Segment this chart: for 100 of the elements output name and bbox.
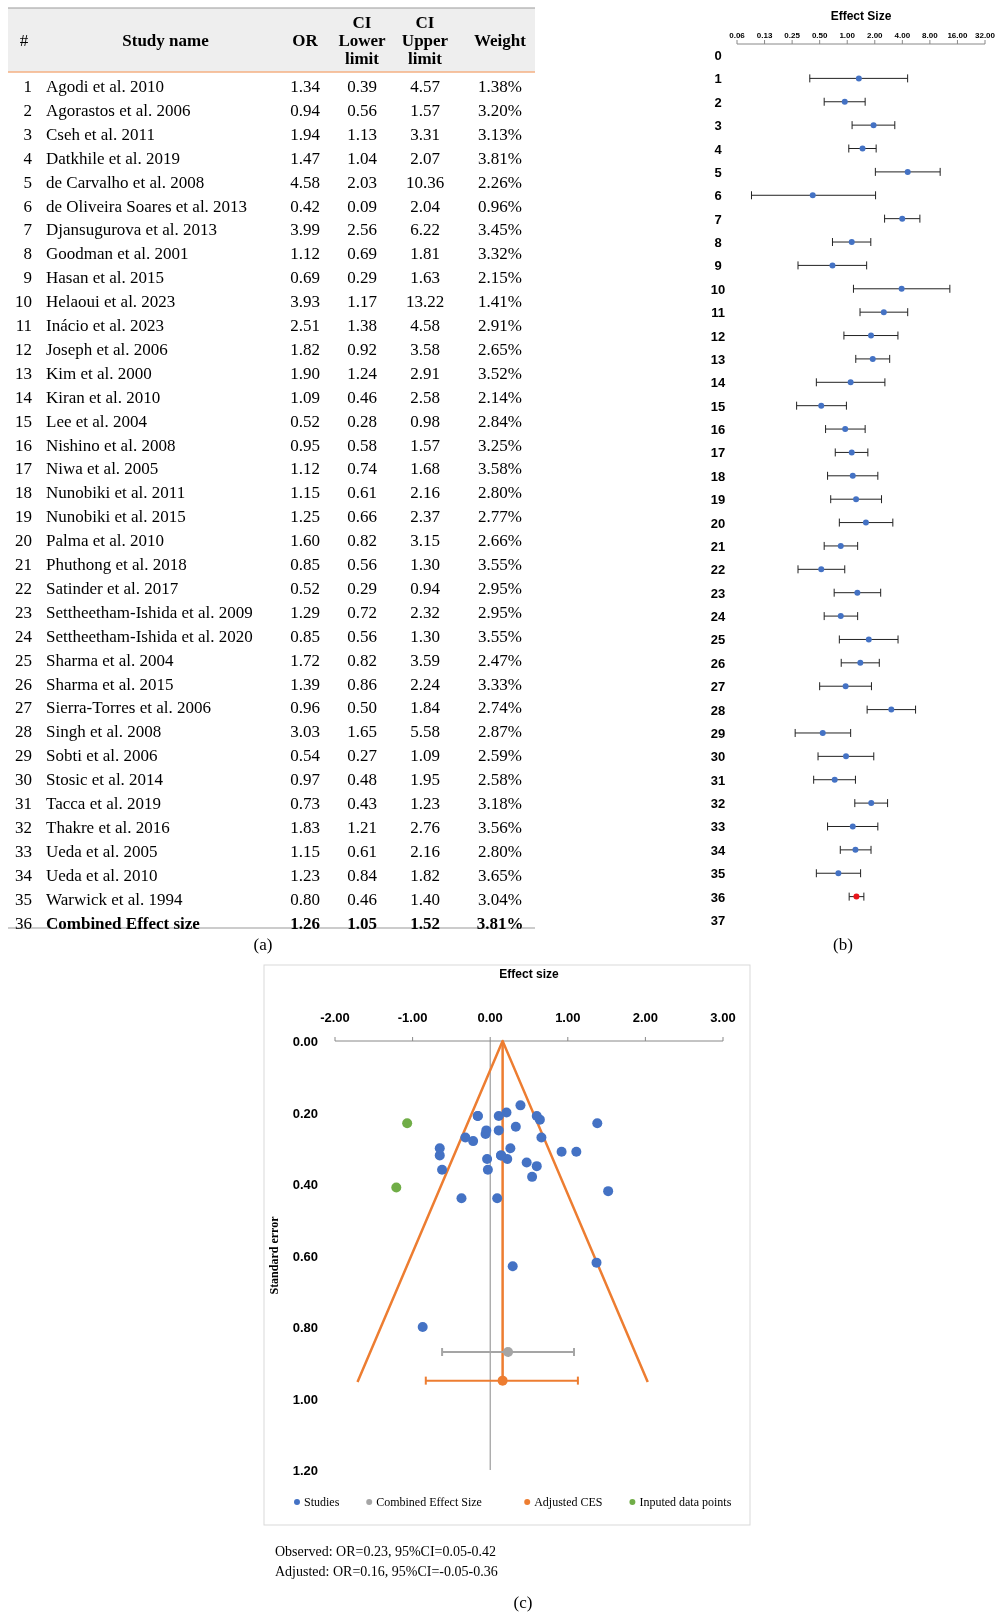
data-label: 0.96% <box>478 196 522 216</box>
x-tick-label: 8.00 <box>922 31 939 40</box>
data-label: 1.90 <box>290 363 320 383</box>
y-tick-label: 5 <box>714 164 722 180</box>
data-label: 1.05 <box>347 913 377 933</box>
data-label: 2.47% <box>478 650 522 670</box>
category-label: Settheetham-Ishida et al. 2020 <box>46 626 253 646</box>
legend-label: Inputed data points <box>639 1495 732 1509</box>
data-label: 0.69 <box>347 244 377 264</box>
data-label: 2 <box>23 100 32 120</box>
legend-label: Combined Effect Size <box>376 1495 482 1509</box>
category-label: Thakre et al. 2016 <box>46 817 170 837</box>
y-tick-label: 0 <box>714 48 722 63</box>
data-label: 2.84% <box>478 411 522 431</box>
text: (b) <box>833 935 853 954</box>
text: OR <box>292 31 319 50</box>
data-label: 2.80% <box>478 841 522 861</box>
data-label: 32 <box>15 817 32 837</box>
data-label: 1.23 <box>290 865 320 885</box>
data-label: 1.81 <box>410 244 440 264</box>
y-tick-label: 33 <box>710 819 726 835</box>
data-label: 0.46 <box>347 387 377 407</box>
data-label: 1.09 <box>290 387 320 407</box>
data-label: 2.37 <box>410 507 441 527</box>
data-label: 25 <box>15 650 32 670</box>
data-label: 3.04% <box>478 889 522 909</box>
category-label: Sobti et al. 2006 <box>46 746 158 766</box>
y-tick-label: 4 <box>714 141 723 157</box>
data-label: 1.60 <box>290 531 320 551</box>
x-tick-label: 1.00 <box>555 1010 581 1025</box>
y-tick-label: 31 <box>710 772 726 788</box>
data-label: 0.29 <box>347 578 377 598</box>
y-tick-label: 8 <box>714 235 722 251</box>
data-label: 1.95 <box>410 770 440 790</box>
category-label: Sierra-Torres et al. 2006 <box>46 698 211 718</box>
category-label: Nishino et al. 2008 <box>46 435 176 455</box>
data-label: 2.03 <box>347 172 377 192</box>
category-label: de Oliveira Soares et al. 2013 <box>46 196 248 216</box>
data-label: 4.58 <box>410 316 440 335</box>
category-label: Djansugurova et al. 2013 <box>46 220 217 240</box>
y-tick-label: 1.20 <box>292 1463 318 1478</box>
data-label: 33 <box>15 841 32 861</box>
data-label: 7 <box>23 220 33 240</box>
y-tick-label: 7 <box>714 211 722 227</box>
data-label: 1.47 <box>290 148 321 168</box>
data-label: 2.32 <box>410 602 440 622</box>
data-label: 1.30 <box>410 626 440 646</box>
y-tick-label: 26 <box>710 655 726 671</box>
data-label: 3.58% <box>478 459 522 479</box>
x-tick-label: -1.00 <box>397 1010 428 1025</box>
data-label: 1.21 <box>347 817 377 837</box>
data-label: 1.83 <box>290 817 320 837</box>
data-label: 22 <box>15 578 32 598</box>
data-label: 12 <box>15 339 32 359</box>
data-label: 1.38% <box>478 77 522 96</box>
x-tick-label: 0.25 <box>784 31 801 40</box>
data-label: 1.04 <box>347 148 378 168</box>
data-label: 0.98 <box>410 411 440 431</box>
data-label: 3.65% <box>478 865 522 885</box>
y-tick-label: 0.80 <box>292 1320 318 1335</box>
data-label: 8 <box>23 244 32 264</box>
category-label: Agodi et al. 2010 <box>46 77 165 96</box>
data-label: 36 <box>15 913 32 933</box>
data-label: 1.29 <box>290 602 320 622</box>
y-tick-label: 0.00 <box>292 1034 318 1049</box>
category-label: Phuthong et al. 2018 <box>46 555 187 574</box>
data-label: 2.59% <box>478 746 522 766</box>
y-tick-label: 28 <box>710 702 726 718</box>
y-tick-label: 6 <box>714 188 722 204</box>
data-label: 1.13 <box>347 124 377 144</box>
text: Adjusted: OR=0.16, 95%CI=-0.05-0.36 <box>275 1564 498 1579</box>
data-label: 0.66 <box>347 507 377 527</box>
data-label: 1.65 <box>347 722 377 742</box>
category-label: Helaoui et al. 2023 <box>46 292 176 312</box>
y-axis-title: Standard error <box>267 1215 281 1295</box>
data-label: 2.80% <box>478 483 522 503</box>
data-label: 2.91% <box>478 316 522 335</box>
category-label: Settheetham-Ishida et al. 2009 <box>46 602 253 622</box>
y-tick-label: 19 <box>710 492 726 508</box>
data-label: 0.94 <box>410 578 441 598</box>
data-label: 1.94 <box>290 124 321 144</box>
data-label: 2.15% <box>478 268 522 288</box>
y-tick-label: 1 <box>714 71 722 87</box>
x-tick-label: 0.50 <box>811 31 828 40</box>
text: (c) <box>513 1593 533 1612</box>
data-label: 0.09 <box>347 196 377 216</box>
data-label: 2.95% <box>478 602 522 622</box>
data-label: 13.22 <box>405 292 445 312</box>
data-label: 2.14% <box>478 387 522 407</box>
category-label: Warwick et al. 1994 <box>46 889 183 909</box>
data-label: 1.15 <box>290 841 320 861</box>
data-label: 3.31 <box>410 124 440 144</box>
data-label: 10.36 <box>405 172 445 192</box>
data-label: 6.22 <box>410 220 440 240</box>
data-label: 19 <box>15 507 32 527</box>
y-tick-label: 24 <box>710 609 726 625</box>
data-label: 1.34 <box>290 77 321 96</box>
text: Study name <box>122 31 210 50</box>
data-label: 1.12 <box>290 244 320 264</box>
data-label: 0.82 <box>347 650 377 670</box>
